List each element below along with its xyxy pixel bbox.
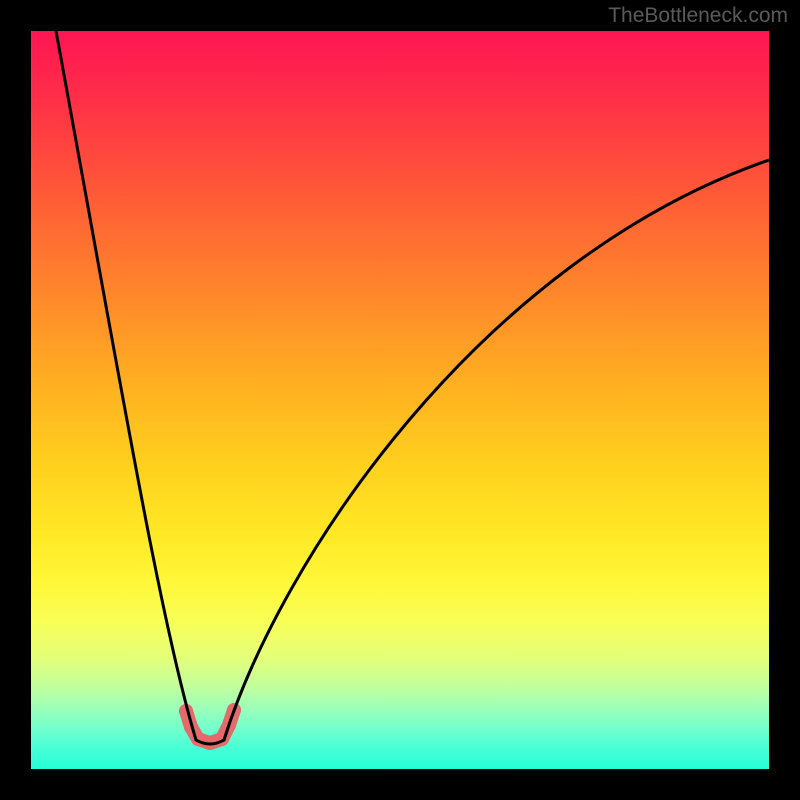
- curve-layer: [0, 0, 800, 800]
- chart-frame: TheBottleneck.com: [0, 0, 800, 800]
- watermark-text: TheBottleneck.com: [608, 4, 788, 28]
- bottleneck-curve: [56, 31, 769, 744]
